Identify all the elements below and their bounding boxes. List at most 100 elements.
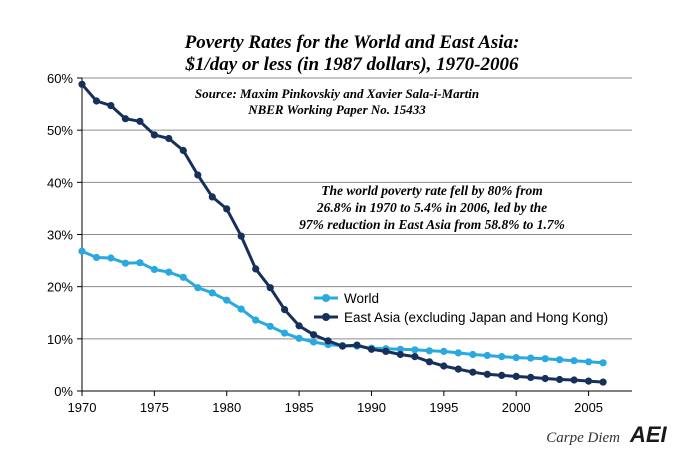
- annotation-line-3: 97% reduction in East Asia from 58.8% to…: [299, 217, 565, 232]
- point-east-asia-1995: [440, 362, 448, 370]
- point-world-2006: [599, 359, 607, 367]
- legend-marker-world: [322, 294, 330, 302]
- x-tick-label-7: 2005: [574, 400, 603, 415]
- chart-title: Poverty Rates for the World and East Asi…: [184, 32, 520, 53]
- brand-carpe-diem: Carpe Diem: [546, 430, 620, 446]
- point-east-asia-1991: [382, 347, 390, 355]
- point-world-1999: [498, 353, 506, 361]
- y-tick-label-2: 20%: [47, 280, 73, 295]
- point-east-asia-1971: [92, 97, 101, 105]
- point-east-asia-1982: [252, 265, 260, 273]
- point-east-asia-1988: [338, 342, 347, 350]
- x-tick-label-1: 1975: [140, 400, 169, 415]
- series-line-east-asia: [80, 83, 604, 384]
- grid-lines: [82, 77, 632, 340]
- point-east-asia-1970: [78, 80, 86, 88]
- point-world-2005: [585, 358, 593, 366]
- point-world-1977: [179, 273, 187, 281]
- point-world-1997: [469, 350, 477, 359]
- point-world-1985: [295, 334, 303, 342]
- point-east-asia-2004: [570, 376, 578, 384]
- point-east-asia-1976: [165, 134, 173, 143]
- point-world-1972: [107, 254, 115, 262]
- point-east-asia-1973: [121, 115, 129, 123]
- legend: World East Asia (excluding Japan and Hon…: [314, 291, 608, 325]
- point-world-1992: [396, 345, 404, 353]
- point-world-1982: [252, 316, 260, 324]
- point-east-asia-1997: [469, 368, 477, 376]
- point-east-asia-2000: [512, 372, 520, 380]
- point-east-asia-2006: [599, 378, 607, 386]
- y-axis: 0% 10% 20% 30% 40% 50% 60%: [47, 71, 83, 399]
- point-world-1975: [150, 265, 158, 274]
- x-tick-label-0: 1970: [68, 400, 97, 415]
- chart-subtitle: $1/day or less (in 1987 dollars), 1970-2…: [184, 54, 519, 75]
- point-world-1983: [266, 322, 274, 330]
- point-world-1994: [425, 347, 433, 355]
- point-world-1981: [237, 305, 245, 313]
- point-world-2004: [570, 357, 578, 365]
- point-east-asia-1996: [454, 365, 462, 373]
- y-tick-label-4: 40%: [47, 175, 73, 190]
- point-east-asia-1987: [324, 337, 332, 345]
- point-world-1976: [165, 268, 173, 276]
- point-world-1971: [92, 253, 101, 262]
- point-east-asia-1984: [281, 306, 289, 314]
- point-east-asia-1975: [150, 131, 158, 139]
- point-world-1993: [411, 346, 419, 354]
- y-tick-label-5: 50%: [47, 123, 73, 138]
- point-east-asia-1985: [295, 322, 303, 330]
- legend-marker-east-asia: [322, 313, 330, 321]
- point-east-asia-1994: [425, 358, 433, 366]
- x-tick-label-4: 1990: [357, 400, 386, 415]
- annotation-line-2: 26.8% in 1970 to 5.4% in 2006, led by th…: [316, 200, 547, 215]
- point-world-2002: [541, 355, 549, 363]
- point-east-asia-1974: [136, 117, 144, 125]
- point-east-asia-1983: [266, 284, 274, 292]
- point-east-asia-1989: [353, 341, 361, 349]
- point-world-1974: [136, 259, 144, 267]
- source-line-2: NBER Working Paper No. 15433: [247, 102, 426, 117]
- point-world-1998: [483, 351, 491, 360]
- point-east-asia-1990: [367, 345, 376, 353]
- point-east-asia-1986: [310, 331, 318, 339]
- x-tick-label-5: 1995: [429, 400, 458, 415]
- point-world-1986: [310, 338, 318, 346]
- point-east-asia-1978: [194, 171, 202, 179]
- point-east-asia-2001: [527, 373, 535, 381]
- point-east-asia-2003: [556, 375, 564, 384]
- point-east-asia-1993: [411, 353, 419, 361]
- point-east-asia-2002: [541, 374, 549, 383]
- point-east-asia-1998: [483, 370, 491, 378]
- y-tick-label-6: 60%: [47, 71, 73, 86]
- point-world-1984: [281, 329, 289, 337]
- point-east-asia-1981: [237, 232, 245, 240]
- point-world-1979: [208, 289, 216, 297]
- x-tick-label-2: 1980: [212, 400, 241, 415]
- point-east-asia-1979: [208, 193, 216, 201]
- data-series: [78, 80, 607, 386]
- point-east-asia-1972: [107, 102, 115, 110]
- point-east-asia-1992: [396, 350, 404, 359]
- y-tick-label-1: 10%: [47, 332, 73, 347]
- point-world-1996: [454, 349, 462, 357]
- point-east-asia-1980: [223, 205, 231, 213]
- point-east-asia-2005: [585, 377, 593, 385]
- point-east-asia-1999: [498, 371, 506, 379]
- x-tick-label-3: 1985: [285, 400, 314, 415]
- annotation-line-1: The world poverty rate fell by 80% from: [321, 183, 543, 198]
- point-world-2003: [556, 356, 564, 364]
- point-world-2000: [512, 354, 520, 362]
- source-line-1: Source: Maxim Pinkovskiy and Xavier Sala…: [195, 86, 479, 101]
- y-tick-label-0: 0%: [54, 384, 73, 399]
- point-east-asia-1977: [179, 146, 187, 155]
- point-world-1995: [440, 347, 448, 355]
- y-tick-label-3: 30%: [47, 228, 73, 243]
- point-world-1978: [194, 284, 202, 292]
- point-world-1970: [78, 247, 86, 255]
- legend-label-east-asia: East Asia (excluding Japan and Hong Kong…: [344, 310, 608, 325]
- legend-label-world: World: [344, 291, 379, 306]
- point-world-1980: [223, 296, 231, 304]
- point-world-1973: [121, 259, 129, 267]
